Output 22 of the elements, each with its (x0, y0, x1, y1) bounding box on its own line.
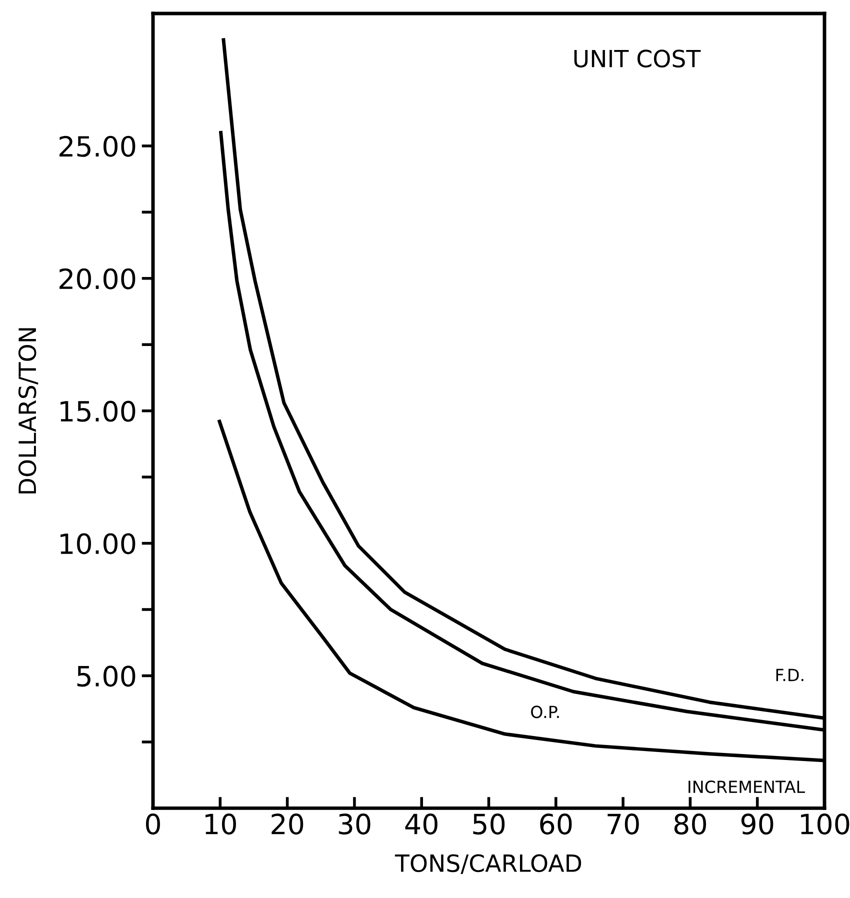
series-label: F.D. (776, 668, 804, 682)
y-tick-label: 10.00 (60, 533, 136, 554)
x-tick-label: 0 (146, 814, 160, 835)
x-tick-label: 20 (272, 814, 304, 835)
y-tick-label: 20.00 (60, 268, 136, 290)
x-tick-label: 100 (801, 814, 850, 835)
x-tick-label: 80 (674, 814, 706, 835)
y-axis-title: DOLLARS/TON (18, 328, 38, 494)
y-tick-label: 5.00 (77, 666, 136, 687)
x-tick-label: 60 (540, 814, 572, 835)
series-label: INCREMENTAL (688, 780, 805, 794)
x-tick-label: 50 (473, 814, 505, 835)
text: UNIT COST (574, 50, 701, 68)
x-tick-label: 70 (608, 814, 639, 835)
x-tick-label: 30 (338, 814, 370, 835)
x-axis-title: TONS/CARLOAD (394, 854, 582, 874)
y-tick-label: 25.00 (60, 136, 136, 157)
x-tick-label: 10 (206, 814, 236, 835)
x-tick-label: 40 (405, 814, 438, 835)
series-label: O.P. (531, 706, 559, 718)
y-tick-label: 15.00 (60, 400, 136, 422)
x-tick-label: 90 (741, 814, 774, 835)
